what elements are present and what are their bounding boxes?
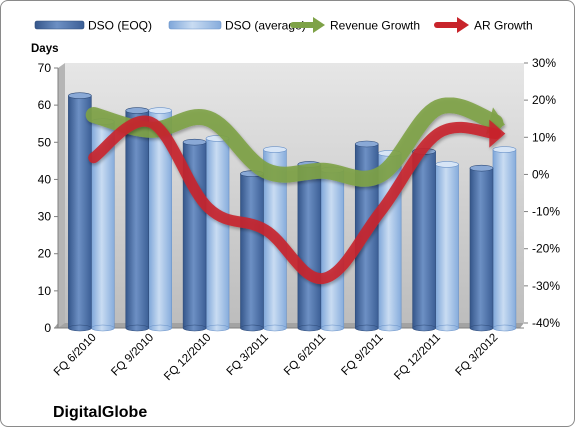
bar-dso-eoq-base [182, 324, 207, 332]
right-tick-label: -30% [532, 279, 560, 293]
legend-label-revenue-growth: Revenue Growth [330, 19, 420, 33]
right-tick-label: -40% [532, 316, 560, 330]
bar-dso-average-body [492, 149, 517, 329]
bar-dso-eoq-base [297, 324, 322, 332]
right-axis-ticks: -40% -30% -20% -10% 0% 10% 20% 30% [524, 56, 560, 330]
right-tick-label: 0% [532, 167, 550, 181]
bar-dso-eoq-body [68, 95, 92, 329]
bar-dso-average-base [435, 324, 459, 332]
legend: DSO (EOQ) DSO (average) Revenue Growth A… [34, 17, 533, 33]
legend-swatch-dso-average [168, 20, 222, 30]
x-tick-label: FQ 3/2012 [454, 332, 501, 379]
bar-dso-eoq-base [469, 324, 494, 332]
left-axis-ticks: 0 10 20 30 40 50 60 70 [38, 61, 58, 335]
legend-item-dso-average: DSO (average) [168, 19, 306, 33]
bar-dso-eoq-cap [68, 92, 92, 100]
left-tick-label: 70 [38, 61, 52, 75]
bar-dso-average-body [435, 164, 459, 329]
bar-dso-average-base [320, 324, 345, 332]
bar-dso-average-body [320, 169, 345, 329]
x-tick-label: FQ 3/2011 [225, 332, 271, 378]
x-tick-label: FQ 12/2011 [392, 332, 443, 383]
legend-label-dso-eoq: DSO (EOQ) [88, 19, 152, 33]
legend-swatch-dso-eoq [34, 20, 85, 30]
bar-dso-average [435, 161, 459, 332]
legend-label-dso-average: DSO (average) [225, 19, 306, 33]
legend-item-dso-eoq: DSO (EOQ) [34, 19, 152, 33]
x-tick-label: FQ 12/2010 [162, 332, 213, 383]
legend-label-ar-growth: AR Growth [474, 19, 533, 33]
line-ar-growth-path [88, 115, 501, 284]
bar-dso-average-body [205, 138, 230, 329]
bar-dso-eoq [469, 164, 494, 332]
x-axis-ticks: FQ 6/2010 FQ 9/2010 FQ 12/2010 FQ 3/2011 FQ … [52, 332, 501, 383]
bar-dso-eoq-body [125, 110, 150, 329]
left-tick-label: 0 [44, 321, 51, 335]
bar-dso-eoq-cap [354, 140, 379, 148]
legend-item-revenue-growth: Revenue Growth [290, 17, 420, 33]
left-tick-label: 10 [38, 284, 52, 298]
right-tick-label: -10% [532, 205, 560, 219]
bar-dso-average-base [148, 324, 172, 332]
right-tick-label: -20% [532, 242, 560, 256]
bar-dso-average-cap [435, 161, 459, 168]
bar-dso-average [148, 107, 172, 332]
bar-dso-average-base [492, 324, 517, 332]
left-tick-label: 50 [38, 135, 52, 149]
legend-arrowhead-revenue-growth [313, 17, 325, 33]
plot-wall-side [58, 63, 65, 328]
bar-dso-average [205, 135, 230, 332]
bar-dso-average-cap [148, 107, 172, 114]
left-tick-label: 20 [38, 247, 52, 261]
x-tick-label: FQ 9/2011 [339, 332, 385, 378]
line-ar-growth [88, 115, 506, 284]
bar-dso-average-cap [263, 146, 287, 153]
x-tick-label: FQ 6/2011 [282, 332, 328, 378]
bar-dso-eoq-base [240, 324, 264, 332]
company-label: DigitalGlobe [53, 404, 147, 421]
left-tick-label: 30 [38, 210, 52, 224]
bar-dso-average-cap [492, 146, 517, 153]
line-ar-growth-arrowhead [489, 119, 506, 148]
x-tick-label: FQ 6/2010 [52, 332, 99, 379]
bars-layer [68, 92, 517, 332]
bar-dso-eoq-body [469, 167, 494, 329]
bar-dso-average-base [91, 324, 115, 332]
right-tick-label: 30% [532, 56, 556, 70]
bar-dso-eoq-body [240, 173, 264, 329]
bar-dso-average [492, 146, 517, 332]
right-tick-label: 20% [532, 93, 556, 107]
bar-dso-eoq [240, 170, 264, 332]
bar-dso-eoq-base [412, 324, 436, 332]
bar-dso-eoq-cap [125, 107, 150, 114]
growth-lines-layer [85, 97, 506, 284]
left-tick-label: 40 [38, 172, 52, 186]
bar-dso-average-base [377, 324, 402, 332]
left-tick-label: 60 [38, 98, 52, 112]
bar-dso-eoq-base [354, 324, 379, 332]
bar-dso-average-base [263, 324, 287, 332]
bar-dso-eoq [412, 148, 436, 332]
bar-dso-eoq-base [125, 324, 150, 332]
bar-dso-eoq-body [297, 164, 322, 329]
bar-dso-average [320, 166, 345, 332]
right-tick-label: 10% [532, 130, 556, 144]
bar-dso-average-base [205, 324, 230, 332]
legend-arrowhead-ar-growth [457, 17, 469, 33]
bar-dso-eoq-cap [182, 138, 207, 146]
bar-dso-eoq-base [68, 324, 92, 332]
y-axis-title: Days [31, 43, 59, 55]
bar-dso-eoq-cap [469, 164, 494, 172]
bar-dso-eoq [125, 107, 150, 332]
bar-dso-eoq-body [412, 151, 436, 329]
bar-dso-eoq [68, 92, 92, 332]
bar-dso-eoq [297, 161, 322, 332]
x-tick-label: FQ 9/2010 [109, 332, 156, 379]
legend-item-ar-growth: AR Growth [434, 17, 533, 33]
